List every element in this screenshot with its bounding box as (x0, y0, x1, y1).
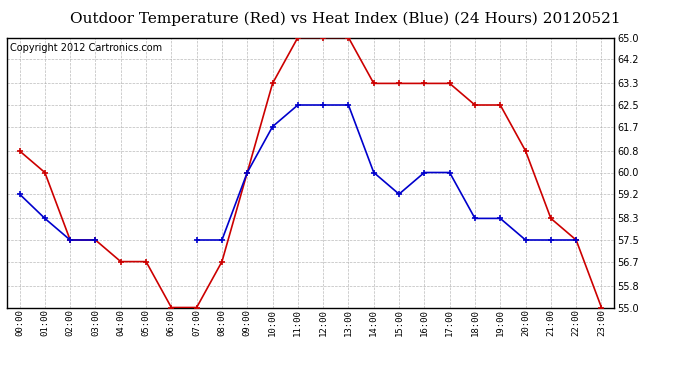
Text: Outdoor Temperature (Red) vs Heat Index (Blue) (24 Hours) 20120521: Outdoor Temperature (Red) vs Heat Index … (70, 11, 620, 26)
Text: Copyright 2012 Cartronics.com: Copyright 2012 Cartronics.com (10, 43, 162, 53)
